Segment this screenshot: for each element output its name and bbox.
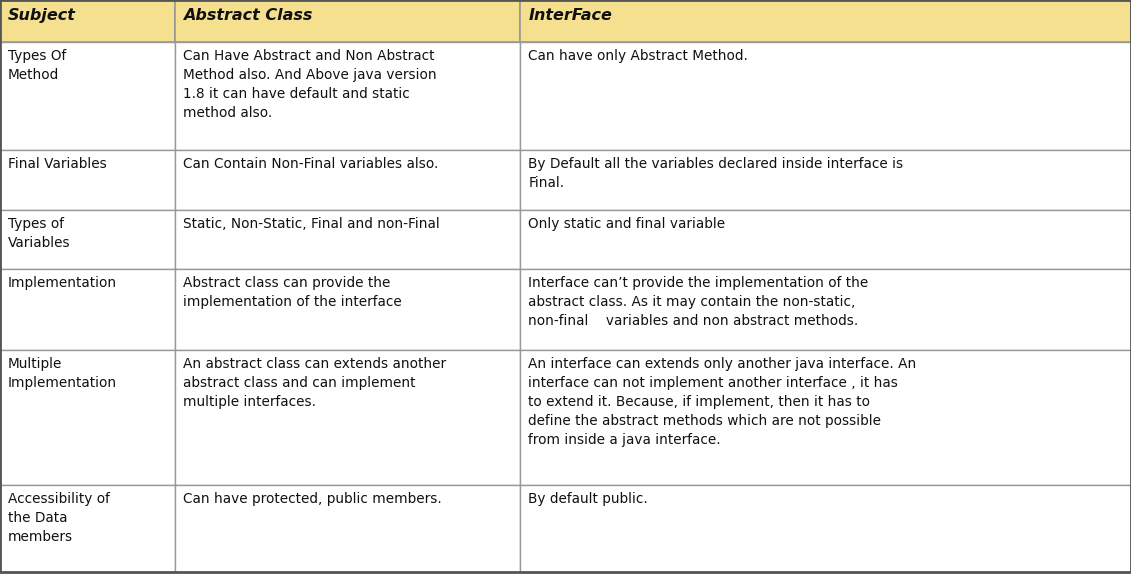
Text: Types Of
Method: Types Of Method <box>8 49 67 82</box>
Bar <box>175 210 520 269</box>
Text: Types of
Variables: Types of Variables <box>8 217 70 249</box>
Bar <box>175 0 520 42</box>
Text: By default public.: By default public. <box>528 492 648 506</box>
Bar <box>520 350 1131 486</box>
Text: Abstract class can provide the
implementation of the interface: Abstract class can provide the implement… <box>183 276 402 309</box>
Text: Static, Non-Static, Final and non-Final: Static, Non-Static, Final and non-Final <box>183 217 440 230</box>
Bar <box>0 486 175 572</box>
Text: InterFace: InterFace <box>528 8 612 23</box>
Bar <box>175 150 520 210</box>
Bar <box>0 150 175 210</box>
Text: Accessibility of
the Data
members: Accessibility of the Data members <box>8 492 110 544</box>
Bar <box>175 486 520 572</box>
Text: Abstract Class: Abstract Class <box>183 8 312 23</box>
Bar <box>520 0 1131 42</box>
Text: Interface can’t provide the implementation of the
abstract class. As it may cont: Interface can’t provide the implementati… <box>528 276 869 328</box>
Text: An abstract class can extends another
abstract class and can implement
multiple : An abstract class can extends another ab… <box>183 357 447 409</box>
Text: Implementation: Implementation <box>8 276 118 290</box>
Text: Can have protected, public members.: Can have protected, public members. <box>183 492 442 506</box>
Bar <box>175 42 520 150</box>
Bar <box>175 269 520 350</box>
Text: Can Have Abstract and Non Abstract
Method also. And Above java version
1.8 it ca: Can Have Abstract and Non Abstract Metho… <box>183 49 437 120</box>
Bar <box>0 350 175 486</box>
Text: Final Variables: Final Variables <box>8 157 106 171</box>
Text: Can Contain Non-Final variables also.: Can Contain Non-Final variables also. <box>183 157 439 171</box>
Text: Subject: Subject <box>8 8 76 23</box>
Bar <box>0 0 175 42</box>
Bar <box>0 269 175 350</box>
Text: Can have only Abstract Method.: Can have only Abstract Method. <box>528 49 748 63</box>
Bar <box>520 269 1131 350</box>
Bar <box>0 42 175 150</box>
Bar <box>520 486 1131 572</box>
Bar <box>0 210 175 269</box>
Bar <box>175 350 520 486</box>
Text: An interface can extends only another java interface. An
interface can not imple: An interface can extends only another ja… <box>528 357 916 447</box>
Bar <box>520 210 1131 269</box>
Text: Only static and final variable: Only static and final variable <box>528 217 725 230</box>
Bar <box>520 150 1131 210</box>
Text: By Default all the variables declared inside interface is
Final.: By Default all the variables declared in… <box>528 157 904 190</box>
Text: Multiple
Implementation: Multiple Implementation <box>8 357 118 390</box>
Bar <box>520 42 1131 150</box>
